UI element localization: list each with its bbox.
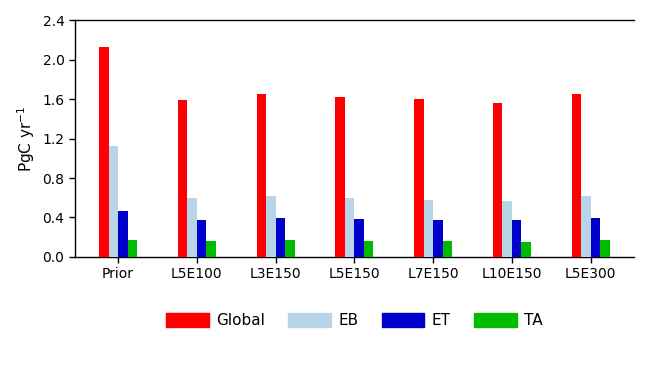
Bar <box>582 196 591 257</box>
Bar <box>354 219 364 257</box>
Y-axis label: PgC yr$^{-1}$: PgC yr$^{-1}$ <box>15 105 37 172</box>
Bar <box>99 47 108 257</box>
Bar <box>443 241 452 257</box>
Bar <box>197 220 206 257</box>
Bar <box>118 211 128 257</box>
Bar <box>188 198 197 257</box>
Bar <box>266 196 276 257</box>
Bar <box>178 100 188 257</box>
Bar <box>128 240 137 257</box>
Bar <box>424 200 433 257</box>
Bar <box>345 198 354 257</box>
Bar <box>206 241 215 257</box>
Bar <box>336 97 345 257</box>
Bar <box>108 146 118 257</box>
Bar <box>364 241 373 257</box>
Bar <box>276 218 285 257</box>
Bar <box>591 218 600 257</box>
Bar <box>285 240 295 257</box>
Bar <box>600 240 609 257</box>
Bar <box>572 94 582 257</box>
Bar <box>433 220 443 257</box>
Legend: Global, EB, ET, TA: Global, EB, ET, TA <box>160 307 549 334</box>
Bar <box>502 201 512 257</box>
Bar <box>257 94 266 257</box>
Bar <box>521 242 531 257</box>
Bar <box>414 99 424 257</box>
Bar <box>512 220 521 257</box>
Bar <box>493 103 502 257</box>
